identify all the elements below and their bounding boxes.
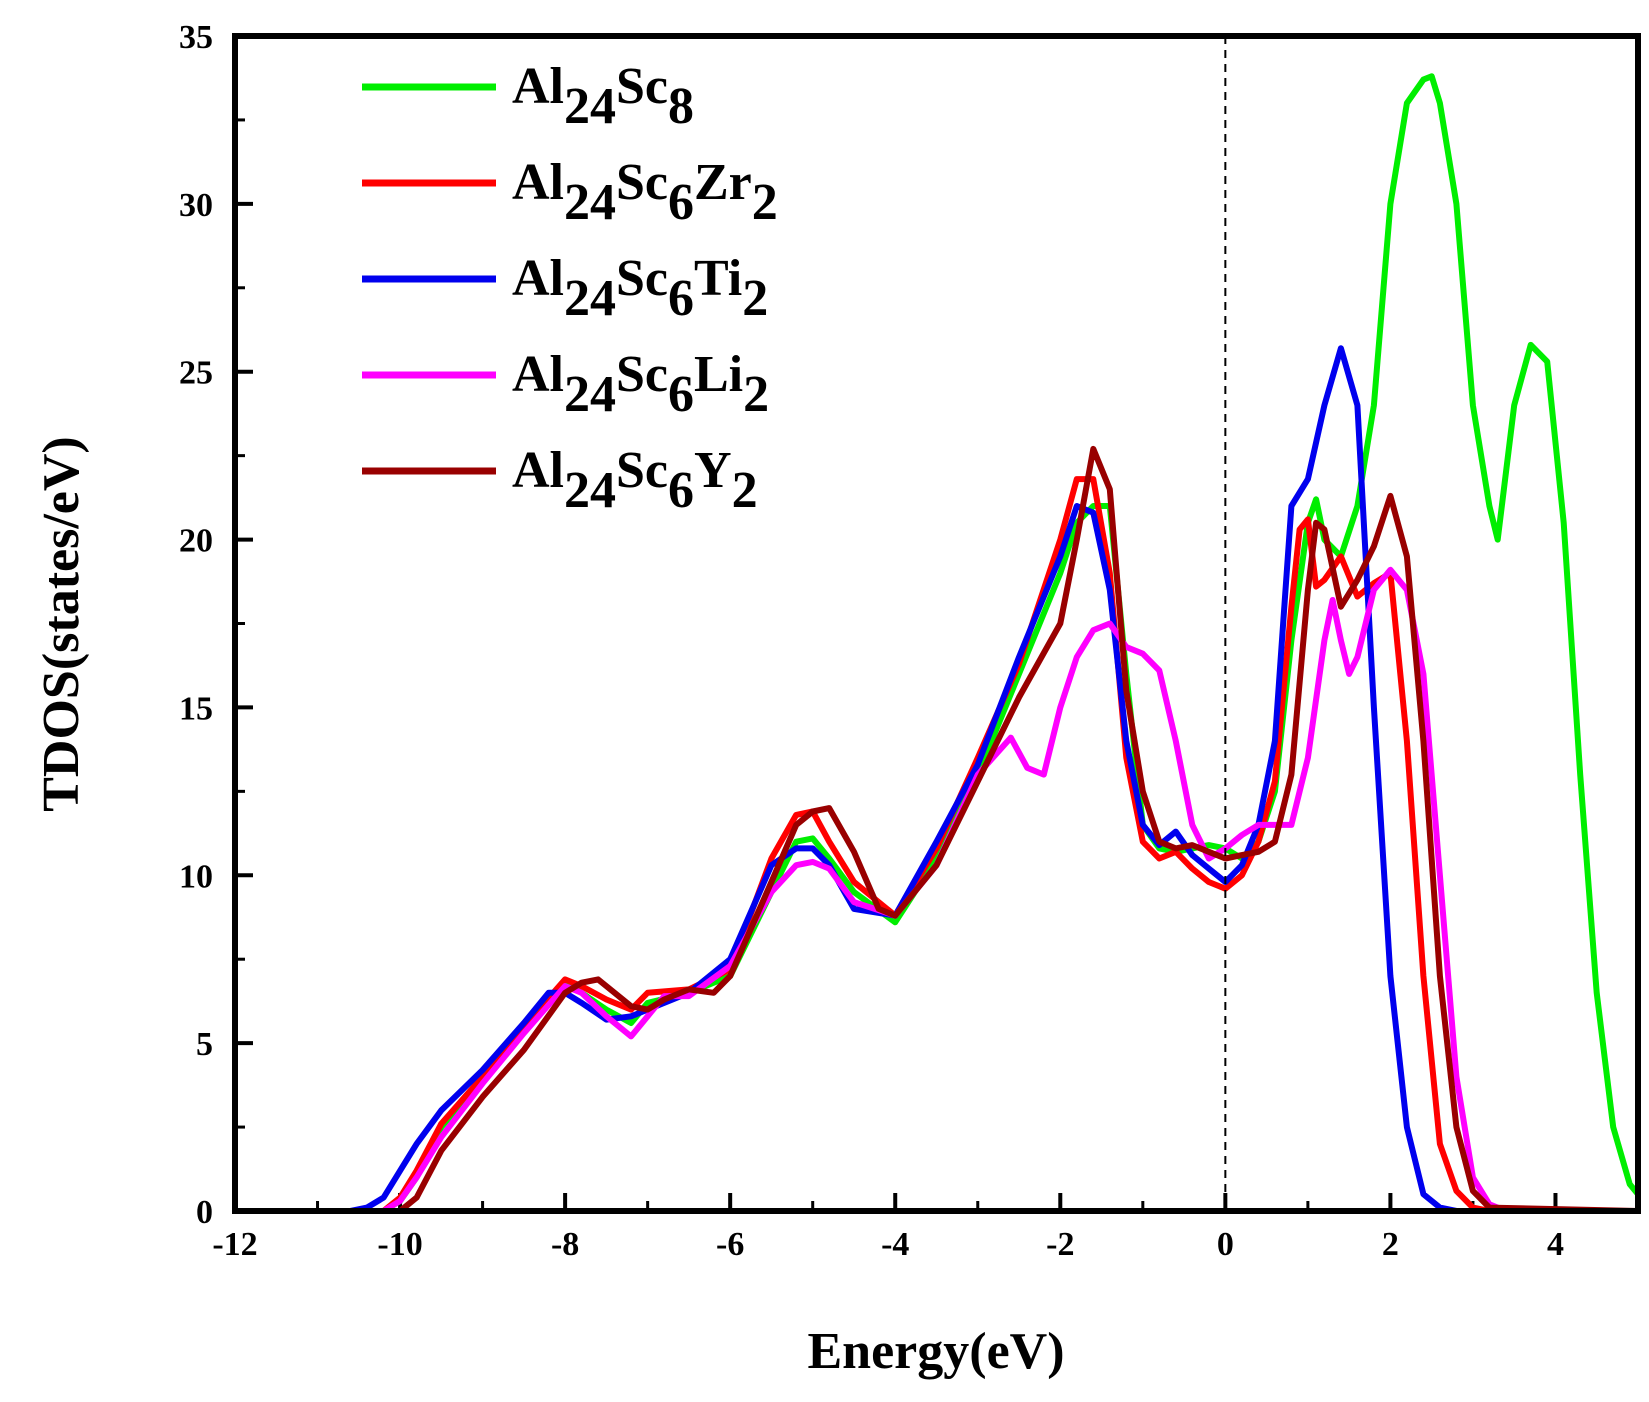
- series-line-al24sc6ti2: [232, 345, 1641, 1214]
- x-axis-title: Energy(eV): [807, 1323, 1064, 1380]
- legend: Al24Sc8 Al24Sc6Zr2 Al24Sc6Ti2 Al24Sc6Li2 Al2…: [362, 58, 778, 519]
- y-tick-label: 30: [179, 187, 213, 224]
- x-tick-label: -8: [551, 1226, 579, 1263]
- series-group: [232, 73, 1641, 1214]
- axes-group: -12 -10 -8 -6 -4 -2 0 2 4 0 5 10 15 20 25 30 35: [179, 19, 1564, 1263]
- x-tick-label: -4: [881, 1226, 909, 1263]
- x-tick-label: -10: [377, 1226, 422, 1263]
- legend-label: Al24Sc6Zr2: [512, 154, 778, 231]
- legend-label: Al24Sc6Ti2: [512, 250, 768, 327]
- y-tick-label: 10: [179, 858, 213, 895]
- x-tick-label: 2: [1382, 1226, 1399, 1263]
- x-tick-label: -2: [1046, 1226, 1074, 1263]
- legend-label: Al24Sc6Li2: [512, 346, 769, 423]
- legend-label: Al24Sc8: [512, 58, 694, 135]
- x-tick-label: -6: [716, 1226, 744, 1263]
- y-tick-label: 5: [196, 1026, 213, 1063]
- y-tick-label: 20: [179, 523, 213, 560]
- series-line-al24sc6y2: [232, 445, 1641, 1214]
- x-tick-label: 4: [1547, 1226, 1564, 1263]
- y-tick-label: 0: [196, 1194, 213, 1231]
- y-tick-label: 25: [179, 355, 213, 392]
- x-tick-label: 0: [1217, 1226, 1234, 1263]
- y-tick-label: 35: [179, 19, 213, 56]
- x-tick-label: -12: [212, 1226, 257, 1263]
- y-tick-label: 15: [179, 690, 213, 727]
- series-line-al24sc6li2: [232, 566, 1641, 1214]
- legend-label: Al24Sc6Y2: [512, 442, 758, 519]
- y-axis-title: TDOS(states/eV): [33, 436, 90, 812]
- plot-frame: [232, 33, 1641, 1214]
